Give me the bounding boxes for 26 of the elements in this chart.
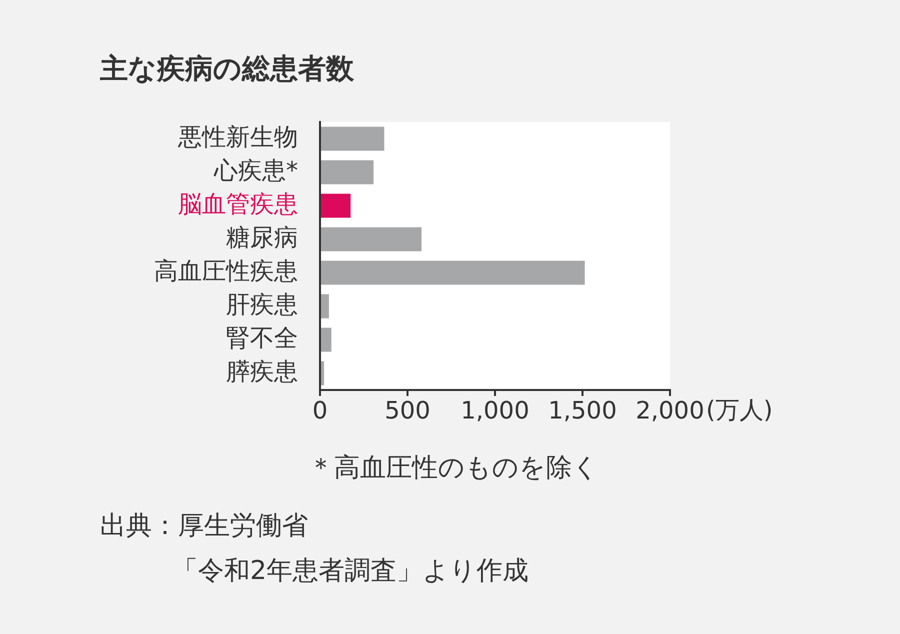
bar (321, 260, 585, 285)
x-tick-label: 0 (312, 396, 328, 425)
source-note: 出典：厚生労働省 (100, 510, 308, 543)
text: ＊高血圧性のものを除く (308, 452, 599, 485)
y-tick-label: 心疾患* (213, 156, 298, 184)
x-tick-label: 2,000 (636, 396, 704, 425)
x-tick-label: 500 (384, 396, 430, 425)
bar (321, 160, 374, 184)
y-tick-label: 肝疾患 (226, 290, 298, 318)
y-tick-label: 糖尿病 (226, 223, 298, 252)
chart-title: 主な疾病の総患者数 (100, 51, 354, 87)
y-tick-label: 腎不全 (226, 324, 298, 352)
bar (321, 227, 422, 252)
y-tick-label: 悪性新生物 (177, 122, 298, 151)
bar (321, 328, 332, 352)
y-tick-label: 膵疾患 (226, 357, 298, 386)
bar (321, 126, 384, 151)
bar (321, 294, 329, 318)
bar (321, 194, 351, 218)
y-tick-label: 脳血管疾患 (178, 190, 298, 218)
text: 「令和2年患者調査」より作成 (172, 555, 529, 588)
bar (321, 361, 324, 386)
x-axis-title: (万人) (706, 396, 773, 424)
x-tick-label: 1,500 (548, 396, 617, 425)
x-tick-label: 1,000 (460, 396, 530, 425)
y-tick-label: 高血圧性疾患 (154, 256, 298, 285)
